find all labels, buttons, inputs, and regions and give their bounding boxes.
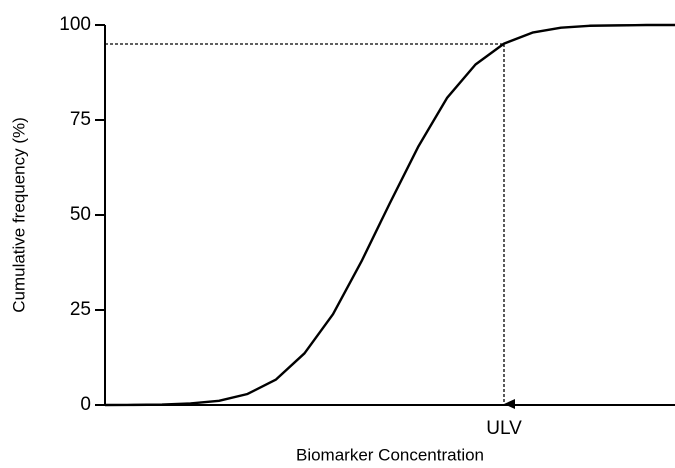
y-axis-label: Cumulative frequency (%) — [9, 117, 28, 313]
y-tick-label: 50 — [70, 204, 91, 225]
y-tick-label: 0 — [80, 394, 91, 415]
annotation-label: ULV — [486, 418, 522, 439]
y-tick-label: 25 — [70, 299, 91, 320]
cdf-curve — [104, 23, 675, 407]
y-tick-label: 100 — [59, 14, 91, 35]
y-tick-label: 75 — [70, 109, 91, 130]
x-axis-label: Biomarker Concentration — [296, 445, 484, 464]
